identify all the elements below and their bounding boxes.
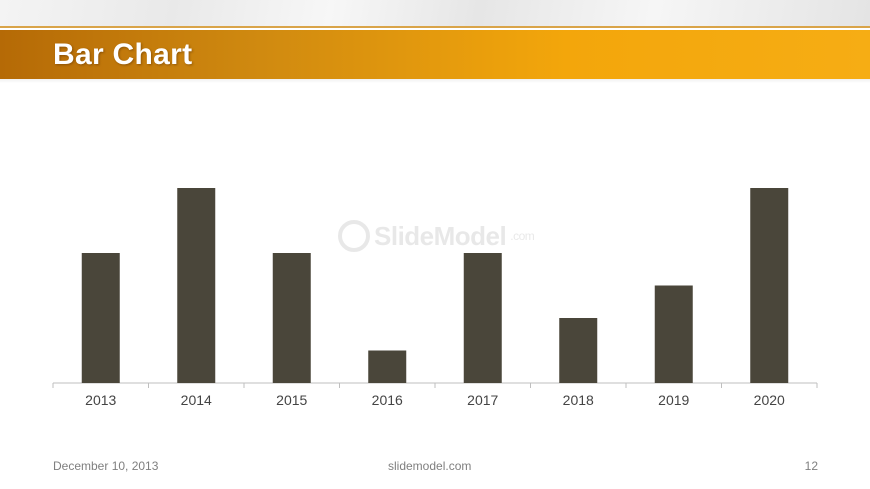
bar-2017: [463, 253, 502, 383]
x-tick-label-2013: 2013: [85, 392, 116, 408]
x-tick-label-2017: 2017: [467, 392, 498, 408]
bar-2014: [177, 188, 216, 383]
watermark-logo-icon: [338, 220, 370, 252]
x-tick-label-2019: 2019: [658, 392, 689, 408]
bar-2015: [272, 253, 311, 383]
x-tick-label-2018: 2018: [563, 392, 594, 408]
bar-2016: [368, 350, 407, 383]
x-tick-label-2016: 2016: [372, 392, 403, 408]
footer-site: slidemodel.com: [388, 459, 472, 473]
page-number: 12: [804, 459, 818, 473]
page-title: Bar Chart: [53, 38, 193, 71]
header-divider: [0, 26, 870, 28]
footer-date: December 10, 2013: [53, 459, 159, 473]
header-decoration: [0, 0, 870, 27]
bar-2018: [559, 318, 598, 383]
x-tick-label-2015: 2015: [276, 392, 307, 408]
bar-2020: [750, 188, 789, 383]
watermark: SlideModel .com: [338, 220, 535, 252]
x-tick-label-2020: 2020: [754, 392, 785, 408]
watermark-brand: SlideModel: [374, 220, 507, 251]
bar-2013: [81, 253, 120, 383]
bar-2019: [654, 285, 693, 383]
title-band-shadow: [0, 79, 870, 83]
watermark-suffix: .com: [510, 229, 535, 243]
title-band: [0, 30, 870, 79]
x-tick-label-2014: 2014: [181, 392, 212, 408]
